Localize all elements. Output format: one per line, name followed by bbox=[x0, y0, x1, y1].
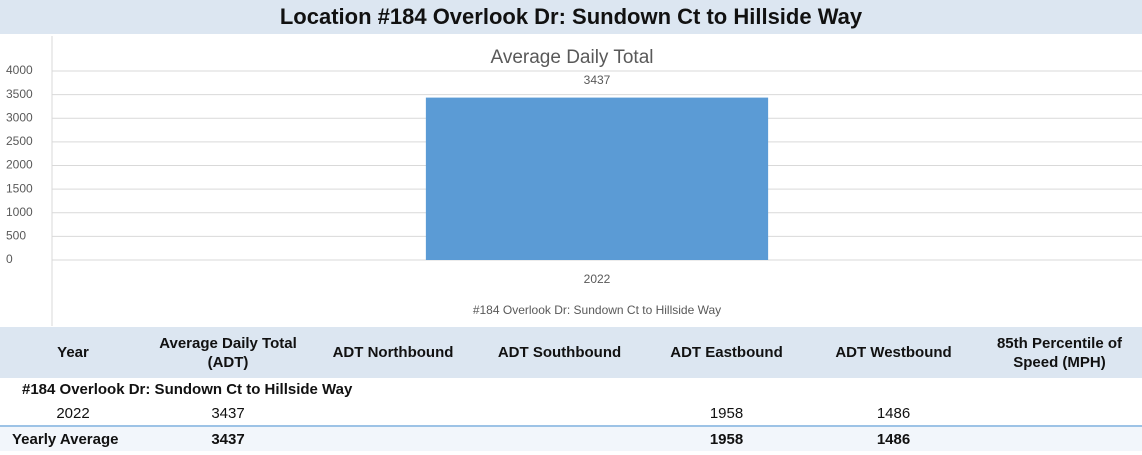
page-title: Location #184 Overlook Dr: Sundown Ct to… bbox=[0, 0, 1142, 34]
y-tick-label: 3500 bbox=[6, 87, 33, 101]
x-tick-label: 2022 bbox=[584, 272, 611, 286]
cell bbox=[310, 401, 476, 427]
chart: Average Daily Total #184 Overlook Dr: Su… bbox=[6, 36, 1142, 326]
table-row: 2022 3437 1958 1486 bbox=[0, 401, 1142, 427]
y-tick-label: 1500 bbox=[6, 181, 33, 195]
cell: 1486 bbox=[810, 426, 977, 451]
column-header: ADT Westbound bbox=[810, 327, 977, 378]
y-tick-label: 0 bbox=[6, 252, 13, 266]
data-table: Year Average Daily Total (ADT) ADT Northbo… bbox=[0, 327, 1142, 451]
column-header: Year bbox=[0, 327, 146, 378]
cell bbox=[977, 426, 1142, 451]
header-row: Year Average Daily Total (ADT) ADT Northbo… bbox=[0, 327, 1142, 378]
cell bbox=[977, 401, 1142, 427]
data-label: 3437 bbox=[584, 73, 611, 87]
table-row: Yearly Average 3437 1958 1486 bbox=[0, 426, 1142, 451]
y-tick-label: 4000 bbox=[6, 63, 33, 77]
x-axis-label: #184 Overlook Dr: Sundown Ct to Hillside… bbox=[473, 303, 721, 317]
column-header: 85th Percentile of Speed (MPH) bbox=[977, 327, 1142, 378]
cell bbox=[476, 426, 643, 451]
y-tick-label: 3000 bbox=[6, 110, 33, 124]
column-header: Average Daily Total (ADT) bbox=[146, 327, 310, 378]
cell: 3437 bbox=[146, 401, 310, 427]
column-header: ADT Northbound bbox=[310, 327, 476, 378]
y-tick-label: 500 bbox=[6, 229, 26, 243]
cell: 3437 bbox=[146, 426, 310, 451]
group-label: #184 Overlook Dr: Sundown Ct to Hillside… bbox=[22, 381, 353, 398]
y-tick-label: 2500 bbox=[6, 134, 33, 148]
cell: 1958 bbox=[643, 426, 810, 451]
cell: 1486 bbox=[810, 401, 977, 427]
cell bbox=[310, 426, 476, 451]
column-header: ADT Eastbound bbox=[643, 327, 810, 378]
group-row: #184 Overlook Dr: Sundown Ct to Hillside… bbox=[0, 378, 1142, 401]
cell: 1958 bbox=[643, 401, 810, 427]
y-tick-label: 1000 bbox=[6, 205, 33, 219]
y-tick-label: 2000 bbox=[6, 158, 33, 172]
cell: 2022 bbox=[0, 401, 146, 427]
chart-title: Average Daily Total bbox=[490, 47, 653, 68]
bar bbox=[425, 97, 769, 260]
cell: Yearly Average bbox=[0, 426, 146, 451]
column-header: ADT Southbound bbox=[476, 327, 643, 378]
cell bbox=[476, 401, 643, 427]
